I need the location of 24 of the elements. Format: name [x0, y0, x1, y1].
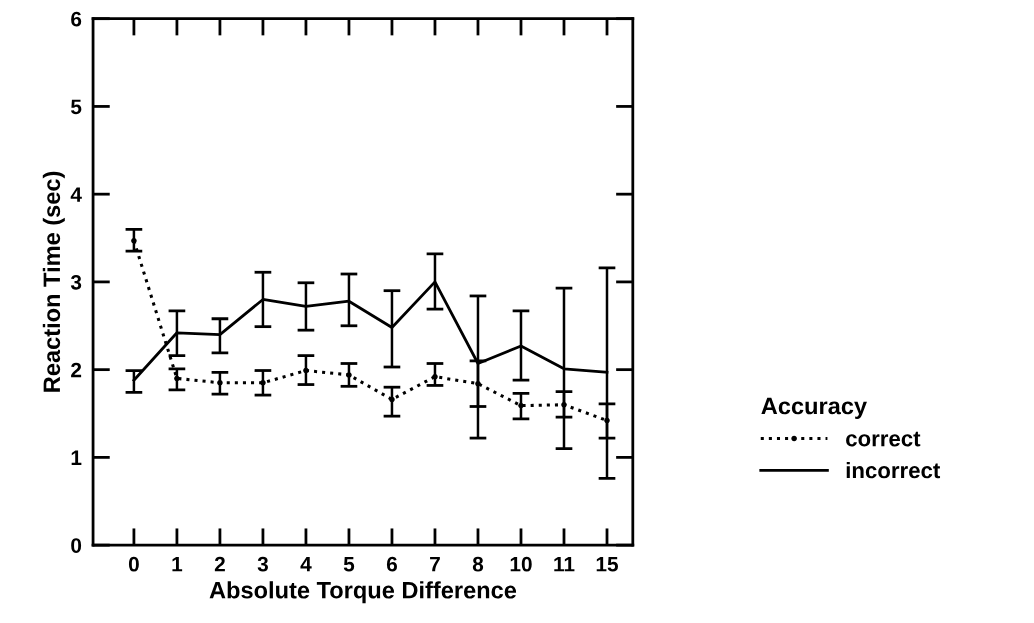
y-tick-label: 0 [71, 538, 82, 553]
x-tick-label: 6 [386, 556, 397, 572]
x-tick-label: 7 [430, 557, 440, 572]
x-tick-label: 15 [596, 557, 619, 572]
y-axis-title: Reaction Time (sec) [42, 171, 65, 392]
y-tick-label: 2 [71, 362, 82, 378]
legend-label: correct [846, 431, 921, 447]
y-tick-label: 5 [71, 99, 82, 115]
y-tick-label: 3 [70, 274, 82, 290]
x-tick-label: 0 [128, 556, 139, 572]
y-tick-label: 4 [70, 187, 82, 202]
x-tick-label: 11 [554, 557, 575, 572]
x-axis-title: Absolute Torque Difference [209, 581, 517, 604]
y-tick-label: 1 [71, 450, 82, 465]
x-tick-label: 2 [214, 556, 225, 572]
x-tick-label: 10 [510, 556, 532, 572]
x-tick-label: 3 [257, 556, 268, 572]
x-tick-label: 5 [343, 557, 355, 572]
legend-label: incorrect [846, 461, 941, 479]
y-tick-label: 6 [71, 11, 82, 27]
x-tick-label: 8 [472, 556, 484, 572]
x-tick-label: 4 [300, 557, 312, 572]
legend-title: Accuracy [761, 397, 867, 420]
x-tick-label: 1 [172, 557, 183, 572]
